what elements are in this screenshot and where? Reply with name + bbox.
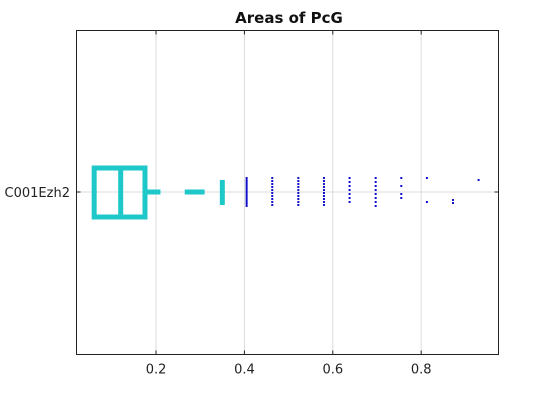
x-tick-label: 0.4 (234, 363, 255, 378)
outlier-point (374, 177, 377, 179)
box-layer (91, 165, 225, 220)
outlier-point (322, 198, 325, 200)
outlier-point (245, 199, 248, 201)
x-tick-label: 0.8 (411, 363, 432, 378)
outlier-point (271, 186, 274, 188)
x-tick-label: 0.6 (322, 363, 343, 378)
outlier-point (245, 177, 248, 179)
x-tick-label: 0.2 (146, 363, 167, 378)
outlier-point (477, 179, 480, 181)
outlier-point (322, 186, 325, 188)
outlier-point (400, 185, 403, 187)
outlier-point (374, 185, 377, 187)
outlier-point (348, 197, 351, 199)
outlier-point (425, 177, 428, 179)
y-category-label: C001Ezh2 (5, 186, 70, 201)
outlier-point (297, 186, 300, 188)
outlier-point (322, 189, 325, 191)
outlier-point (297, 183, 300, 185)
outlier-point (374, 197, 377, 199)
outlier-point (271, 204, 274, 206)
outlier-point (322, 195, 325, 197)
outlier-point (425, 201, 428, 203)
outlier-point (245, 183, 248, 185)
outlier-point (245, 205, 248, 207)
grid-layer (76, 30, 499, 355)
outlier-layer (245, 177, 480, 207)
outlier-point (271, 198, 274, 200)
outlier-point (271, 183, 274, 185)
outlier-point (322, 204, 325, 206)
outlier-point (348, 177, 351, 179)
outlier-point (348, 189, 351, 191)
outlier-point (322, 201, 325, 203)
outlier-point (297, 192, 300, 194)
outlier-point (245, 193, 248, 195)
outlier-point (400, 193, 403, 195)
outlier-point (245, 189, 248, 191)
x-axis-ticks: 0.2 0.4 0.6 0.8 (146, 30, 432, 378)
outlier-point (271, 177, 274, 179)
outlier-point (245, 179, 248, 181)
outlier-point (348, 193, 351, 195)
outlier-point (374, 193, 377, 195)
outlier-point (297, 189, 300, 191)
outlier-point (451, 202, 454, 204)
outlier-point (400, 197, 403, 199)
outlier-point (245, 195, 248, 197)
outlier-point (271, 201, 274, 203)
outlier-point (322, 183, 325, 185)
outlier-point (297, 201, 300, 203)
outlier-point (322, 180, 325, 182)
outlier-point (322, 177, 325, 179)
outlier-point (245, 203, 248, 205)
outlier-point (400, 177, 403, 179)
outlier-point (374, 205, 377, 207)
outlier-point (297, 198, 300, 200)
y-axis-ticks: C001Ezh2 (5, 186, 499, 201)
outlier-point (245, 197, 248, 199)
outlier-point (297, 180, 300, 182)
outlier-point (374, 181, 377, 183)
outlier-point (348, 201, 351, 203)
outlier-point (245, 181, 248, 183)
outlier-point (297, 204, 300, 206)
outlier-point (245, 191, 248, 193)
chart-title: Areas of PcG (235, 9, 343, 27)
outlier-point (245, 187, 248, 189)
outlier-point (245, 201, 248, 203)
outlier-point (271, 195, 274, 197)
outlier-point (297, 177, 300, 179)
outlier-point (271, 189, 274, 191)
outlier-point (271, 180, 274, 182)
outlier-point (245, 185, 248, 187)
outlier-point (451, 199, 454, 201)
outlier-point (374, 189, 377, 191)
outlier-point (271, 192, 274, 194)
outlier-point (297, 195, 300, 197)
outlier-point (374, 201, 377, 203)
outlier-point (322, 192, 325, 194)
outlier-point (348, 181, 351, 183)
outlier-point (348, 185, 351, 187)
